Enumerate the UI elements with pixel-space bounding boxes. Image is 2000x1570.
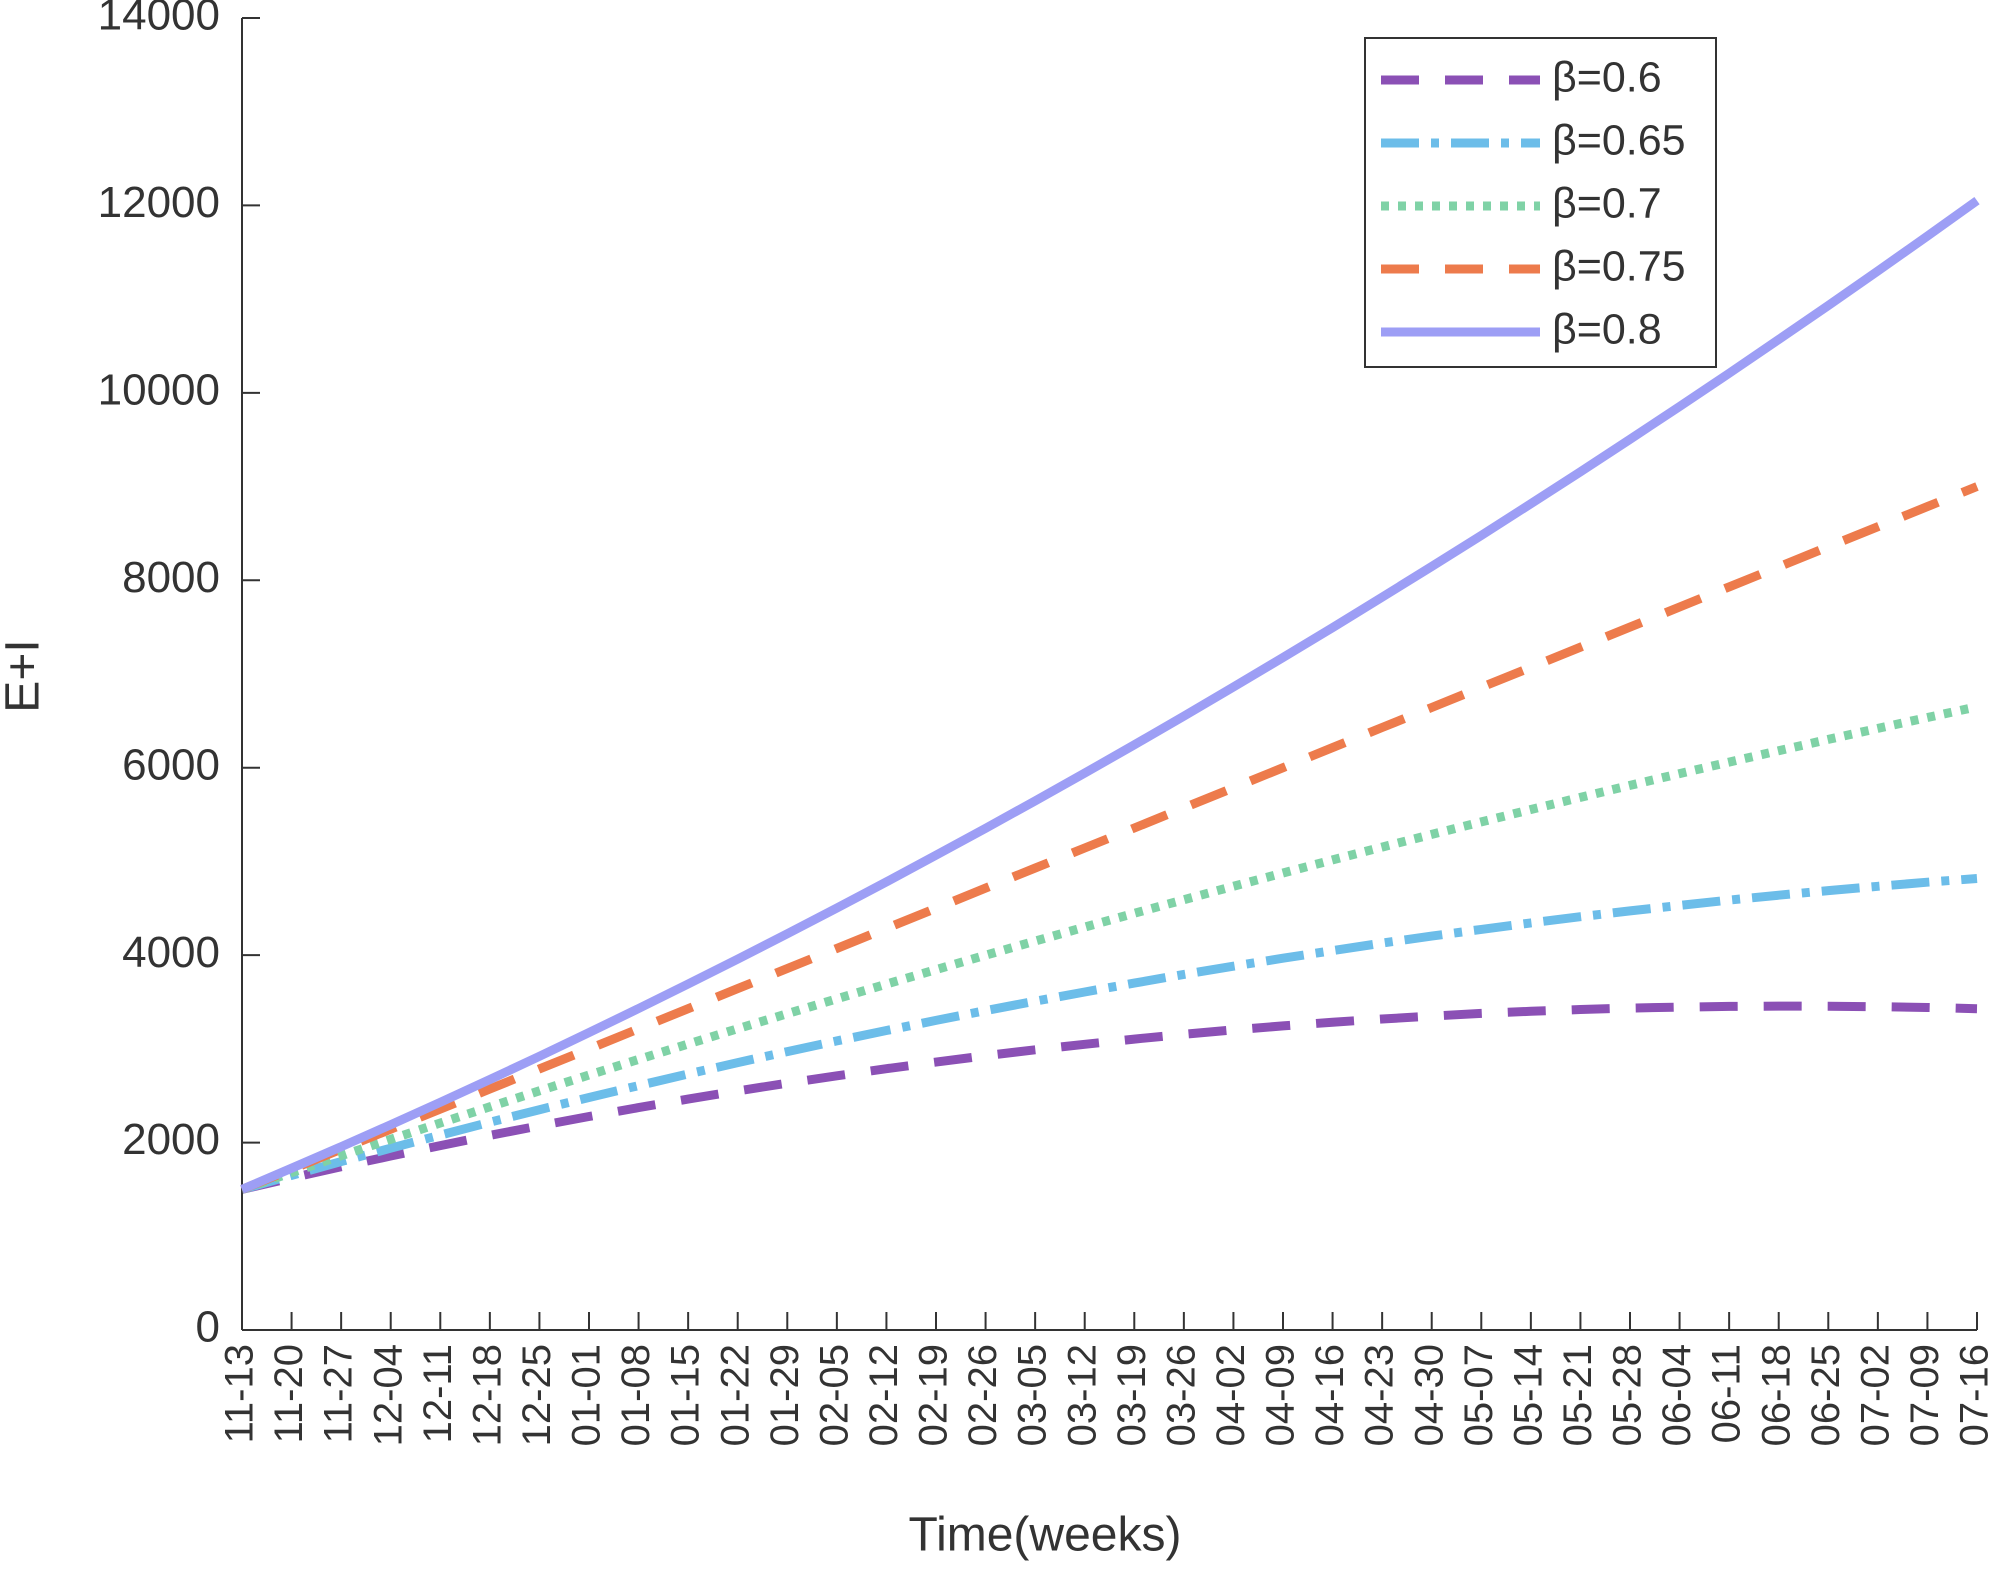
- series-line: [240, 482, 1979, 1194]
- x-tick-label: 05-07: [1457, 1344, 1501, 1446]
- x-tick-label: 01-22: [713, 1344, 757, 1446]
- x-tick-label: 04-02: [1209, 1344, 1253, 1446]
- y-tick-label: 0: [196, 1303, 220, 1352]
- x-tick-label: 12-04: [366, 1344, 410, 1446]
- legend-label: β=0.7: [1552, 179, 1662, 227]
- series-line: [240, 196, 1980, 1194]
- series-line: [240, 1001, 1978, 1194]
- x-tick-label: 01-29: [763, 1344, 807, 1446]
- y-tick-label: 8000: [122, 553, 220, 602]
- x-tick-label: 05-21: [1556, 1344, 1600, 1446]
- x-tick-label: 12-25: [515, 1344, 559, 1446]
- x-tick-label: 03-12: [1060, 1344, 1104, 1446]
- legend-label: β=0.6: [1552, 53, 1662, 101]
- legend-label: β=0.65: [1552, 116, 1686, 164]
- legend-box: [1364, 37, 1717, 368]
- x-tick-label: 01-15: [664, 1344, 708, 1446]
- x-tick-label: 03-05: [1011, 1344, 1055, 1446]
- x-tick-label: 01-08: [614, 1344, 658, 1446]
- x-tick-label: 06-04: [1655, 1344, 1699, 1446]
- y-tick-label: 2000: [122, 1115, 220, 1164]
- x-tick-label: 11-27: [317, 1344, 361, 1443]
- y-tick-label: 14000: [98, 0, 220, 40]
- series-line: [240, 874, 1978, 1194]
- legend-label: β=0.8: [1552, 305, 1662, 353]
- x-tick-label: 07-02: [1853, 1344, 1897, 1446]
- x-tick-label: 02-05: [812, 1344, 856, 1446]
- x-tick-label: 04-16: [1308, 1344, 1352, 1446]
- x-tick-label: 11-20: [267, 1344, 311, 1443]
- x-tick-label: 12-18: [465, 1344, 509, 1446]
- x-tick-label: 11-13: [218, 1344, 262, 1443]
- y-tick-label: 12000: [98, 178, 220, 227]
- x-tick-label: 12-11: [416, 1344, 460, 1443]
- x-tick-label: 06-11: [1705, 1344, 1749, 1443]
- legend: β=0.6 β=0.65 β=0.7 β=0.75 β=0.8: [1364, 37, 1717, 368]
- series-line: [240, 702, 1978, 1194]
- x-tick-label: 02-26: [961, 1344, 1005, 1446]
- legend-label: β=0.75: [1552, 242, 1686, 290]
- x-tick-label: 06-25: [1804, 1344, 1848, 1446]
- y-axis-label: E+I: [0, 639, 50, 712]
- x-tick-label: 07-09: [1903, 1344, 1947, 1446]
- x-tick-label: 06-18: [1754, 1344, 1798, 1446]
- x-tick-label: 02-19: [912, 1344, 956, 1446]
- x-tick-label: 03-19: [1110, 1344, 1154, 1446]
- y-tick-label: 10000: [98, 365, 220, 414]
- x-tick-label: 05-28: [1606, 1344, 1650, 1446]
- y-tick-label: 6000: [122, 740, 220, 789]
- x-tick-label: 02-12: [862, 1344, 906, 1446]
- x-tick-label: 04-30: [1407, 1344, 1451, 1446]
- x-tick-label: 05-14: [1506, 1344, 1550, 1446]
- x-tick-label: 07-16: [1953, 1344, 1997, 1446]
- x-axis-label: Time(weeks): [909, 1509, 1182, 1562]
- x-tick-label: 04-09: [1259, 1344, 1303, 1446]
- x-tick-label: 01-01: [565, 1344, 609, 1446]
- y-tick-label: 4000: [122, 928, 220, 977]
- x-tick-label: 03-26: [1159, 1344, 1203, 1446]
- x-tick-label: 04-23: [1358, 1344, 1402, 1446]
